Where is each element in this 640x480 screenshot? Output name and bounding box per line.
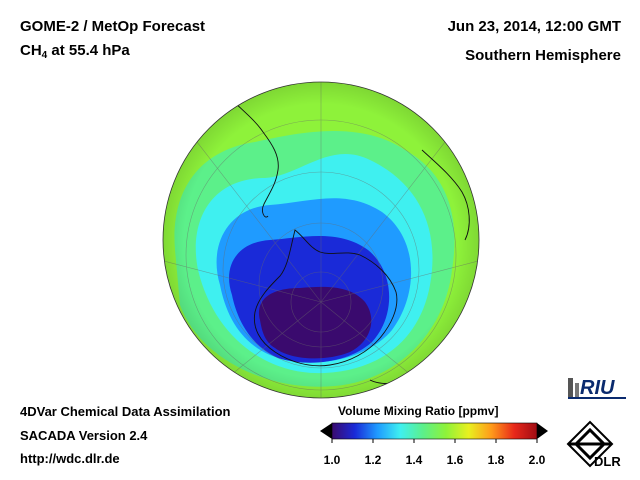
forecast-datetime: Jun 23, 2014, 12:00 GMT	[447, 18, 621, 35]
dlr-logo: DLR	[566, 420, 621, 469]
colorbar-title: Volume Mixing Ratio [ppmv]	[338, 404, 499, 418]
hemisphere-label: Southern Hemisphere	[465, 47, 621, 64]
riu-logo: RIU	[568, 377, 626, 399]
map-title: GOME-2 / MetOp Forecast	[20, 18, 206, 35]
dlr-logo-mark	[566, 420, 614, 468]
colorbar-ramp	[331, 422, 538, 440]
riu-logo-mark	[568, 378, 573, 398]
colorbar-tick-label: 1.0	[324, 453, 341, 467]
globe-outline	[162, 81, 480, 399]
colorbar-tick-label: 1.2	[365, 453, 382, 467]
colorbar-tick-label: 1.8	[488, 453, 505, 467]
globe-map	[162, 81, 480, 399]
globe-shading	[163, 82, 479, 398]
species-label: CH4 at 55.4 hPa	[20, 42, 130, 61]
colorbar-low-arrow	[320, 423, 332, 439]
footer-method: 4DVar Chemical Data Assimilation	[20, 404, 231, 419]
colorbar-tick-label: 2.0	[529, 453, 546, 467]
colorbar-high-arrow	[537, 423, 548, 439]
colorbar: 1.0 1.2 1.4 1.6 1.8 2.0	[320, 422, 548, 467]
dlr-logo-text: DLR	[594, 454, 621, 469]
colorbar-tick-label: 1.6	[447, 453, 464, 467]
pressure-level: at 55.4 hPa	[47, 42, 130, 59]
riu-logo-text: RIU	[580, 377, 615, 399]
footer-url[interactable]: http://wdc.dlr.de	[20, 451, 120, 466]
footer-version: SACADA Version 2.4	[20, 428, 148, 443]
species-subscript: 4	[41, 50, 48, 61]
colorbar-tick-label: 1.4	[406, 453, 423, 467]
species-name: CH	[20, 42, 42, 59]
